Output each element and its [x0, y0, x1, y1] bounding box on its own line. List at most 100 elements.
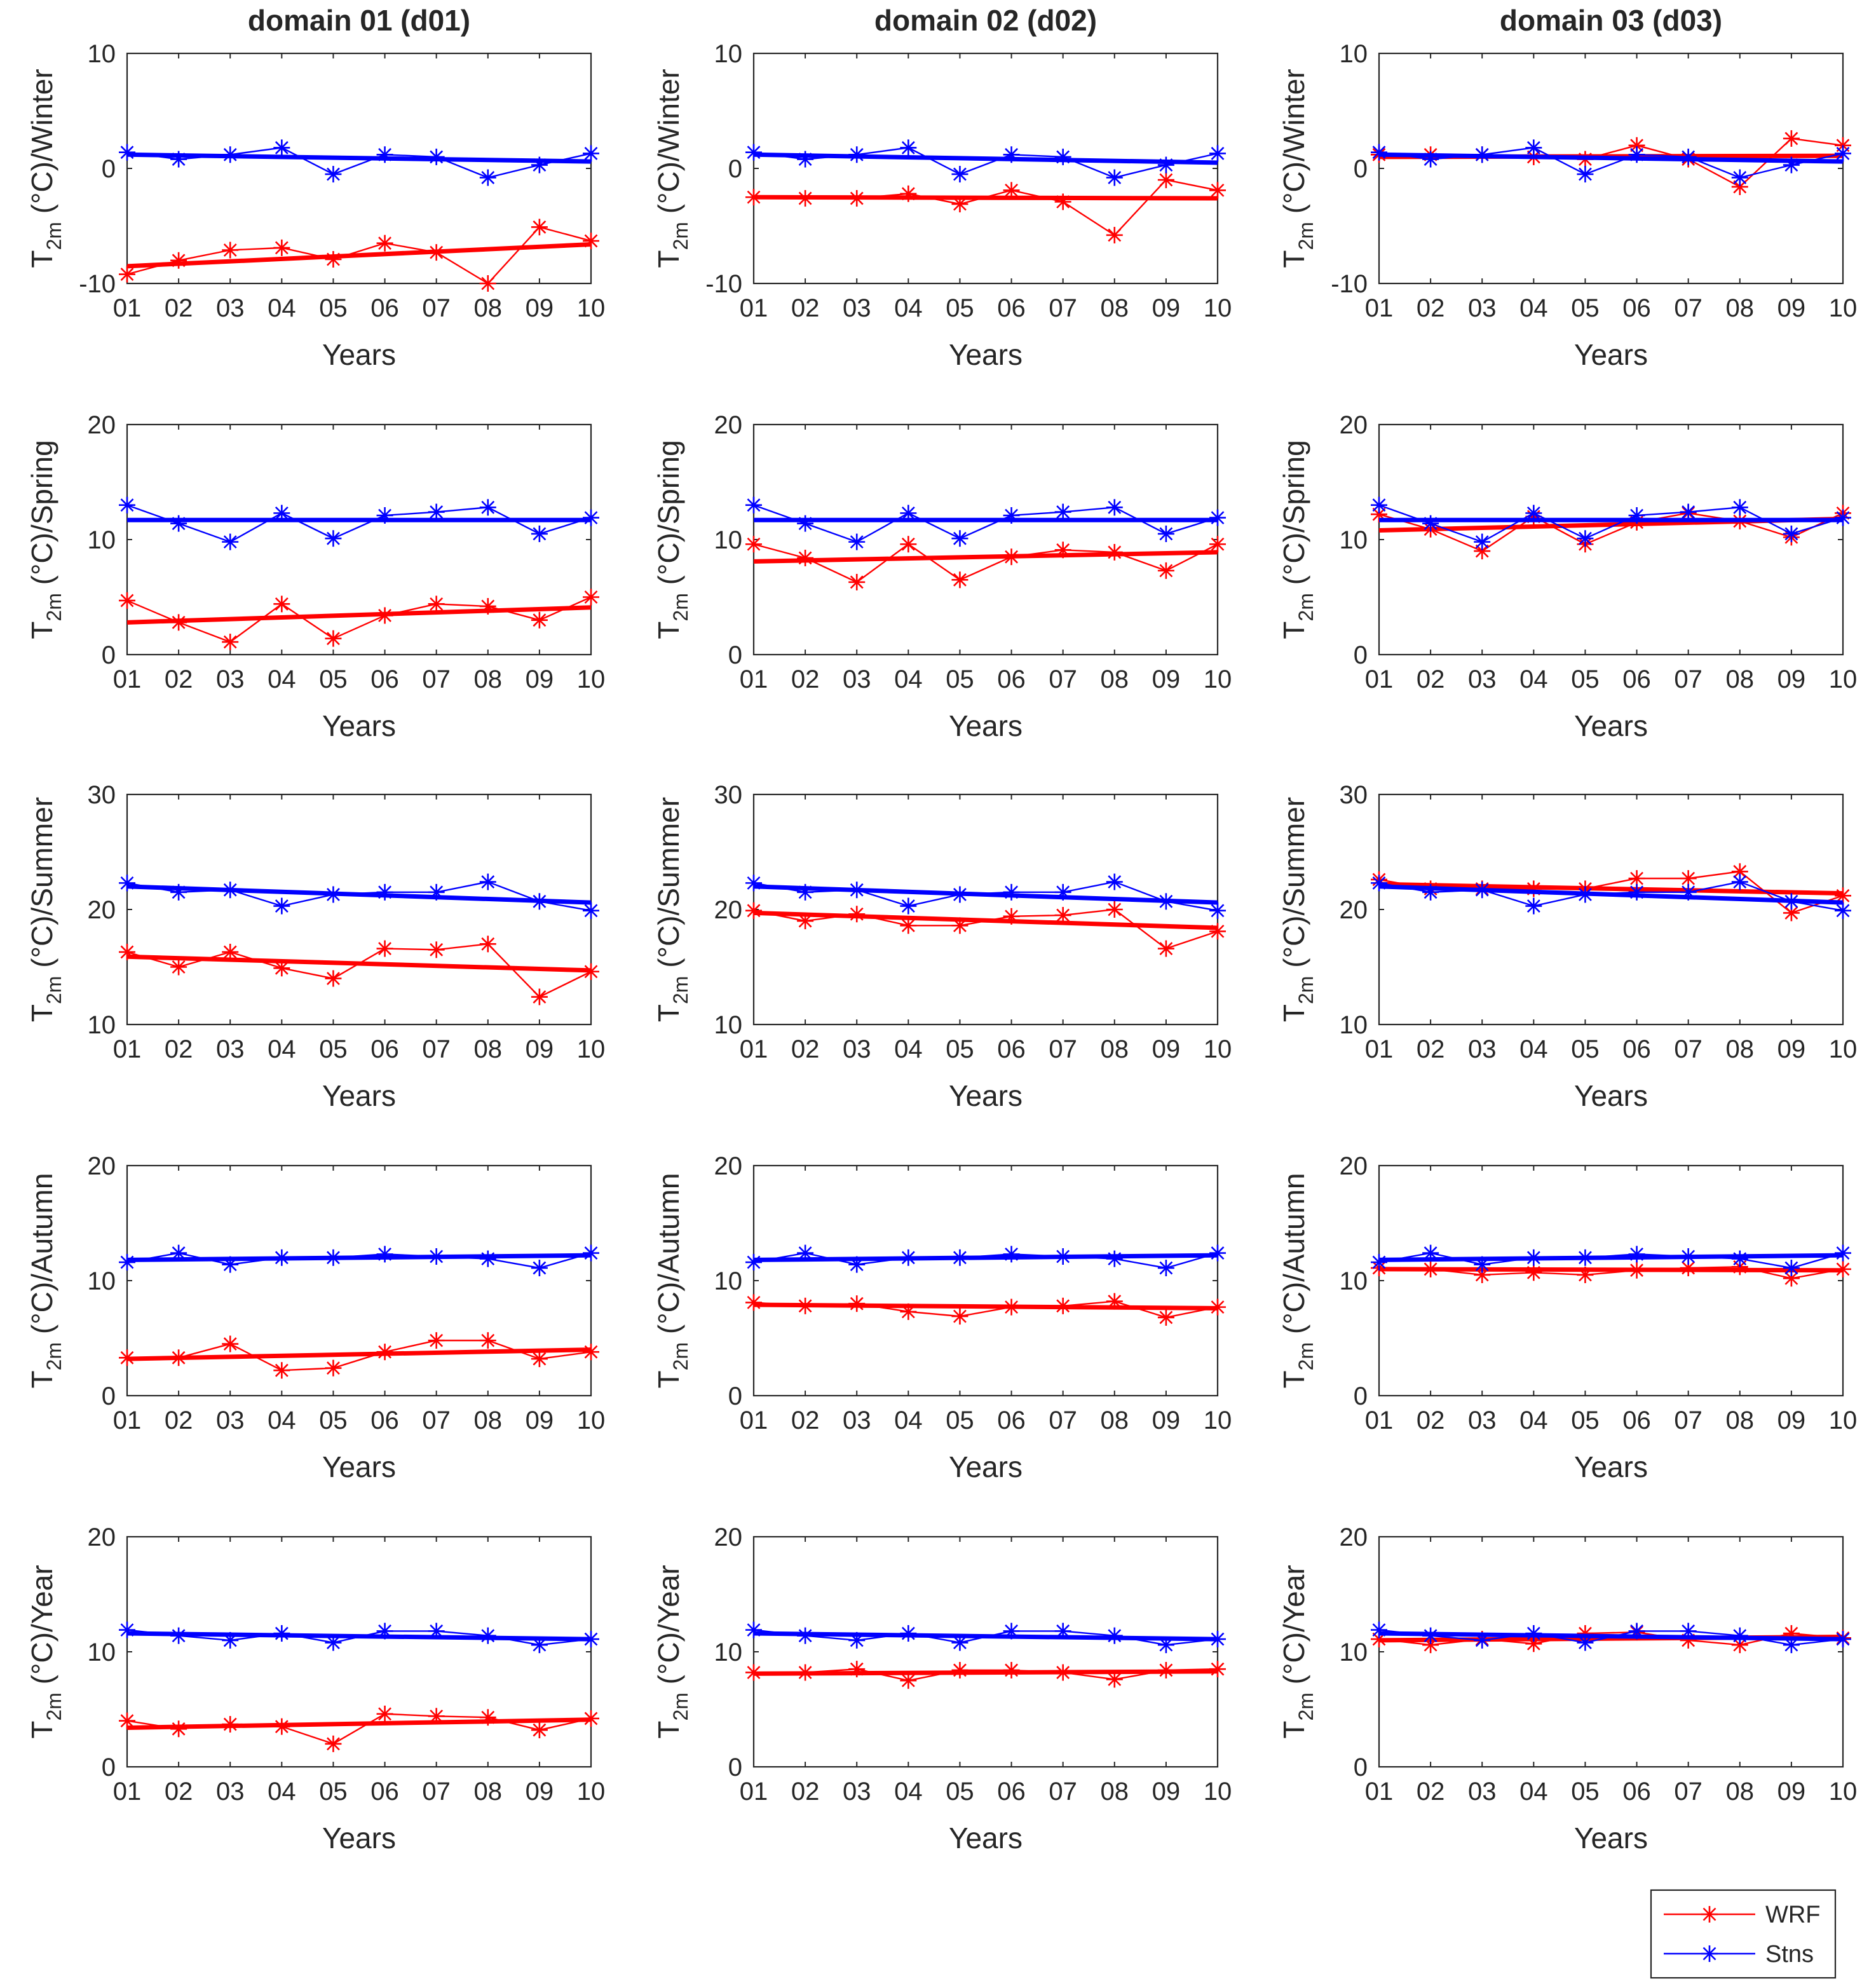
- x-axis-label: Years: [949, 1079, 1023, 1112]
- data-point-wrf: [1525, 880, 1542, 897]
- x-tick-label: 04: [268, 294, 296, 322]
- data-point-wrf: [119, 1349, 135, 1366]
- data-point-stns: [1371, 875, 1387, 892]
- data-point-stns: [222, 882, 239, 899]
- marker-stroke: [798, 914, 812, 928]
- marker-stroke: [901, 918, 915, 932]
- marker-stroke: [1005, 1663, 1018, 1677]
- marker-stroke: [901, 1251, 915, 1265]
- y-label-season: Spring: [1277, 440, 1310, 524]
- series-wrf: [119, 1705, 599, 1752]
- marker-stroke: [1579, 1251, 1592, 1265]
- marker-stroke: [953, 1309, 967, 1323]
- marker-stroke: [747, 1623, 761, 1637]
- y-label-season: Year: [25, 1565, 58, 1624]
- x-axis-label: Years: [1574, 709, 1648, 742]
- trend-line-stns: [126, 884, 592, 905]
- data-point-stns: [583, 145, 599, 162]
- y-axis-label: T2m (°C)/Autumn: [25, 1173, 65, 1389]
- x-tick-label: 01: [740, 1778, 768, 1806]
- data-point-stns: [1106, 499, 1123, 516]
- trend-line-wrf: [126, 1347, 592, 1361]
- data-point-wrf: [1209, 1661, 1226, 1678]
- y-label-main: T: [652, 1370, 685, 1388]
- x-tick-label: 08: [1101, 294, 1129, 322]
- data-point-stns: [170, 515, 187, 532]
- data-point-wrf: [848, 906, 866, 923]
- marker-stroke: [430, 597, 444, 611]
- data-point-wrf: [1157, 1661, 1174, 1678]
- y-label-unit: (°C)/: [652, 1624, 685, 1692]
- y-label-subscript: 2m: [669, 222, 692, 250]
- series-stns: [745, 496, 1226, 550]
- y-tick-label: 20: [714, 1152, 743, 1180]
- data-point-stns: [1157, 893, 1174, 910]
- x-tick-label: 06: [1622, 1035, 1651, 1063]
- data-point-stns: [1054, 503, 1071, 521]
- marker-stroke: [1108, 1295, 1122, 1308]
- data-point-stns: [1157, 1260, 1174, 1277]
- y-axis-label: T2m (°C)/Summer: [25, 797, 65, 1022]
- x-tick-label: 03: [843, 294, 871, 322]
- data-point-wrf: [479, 597, 496, 615]
- y-label-main: T: [1277, 1370, 1310, 1388]
- data-point-wrf: [848, 1661, 866, 1678]
- data-point-stns: [1577, 1249, 1594, 1266]
- y-axis-label: T2m (°C)/Year: [652, 1565, 692, 1738]
- data-line-stns: [1378, 1252, 1844, 1269]
- data-point-wrf: [1054, 907, 1071, 924]
- marker-stroke: [327, 252, 340, 266]
- marker-stroke: [1784, 1638, 1798, 1652]
- marker-stroke: [1005, 1247, 1018, 1261]
- y-label-season: Winter: [25, 69, 58, 153]
- x-axis-label: Years: [949, 709, 1023, 742]
- marker-stroke: [1372, 146, 1386, 160]
- x-tick-label: 10: [577, 1406, 606, 1434]
- y-tick-label: 10: [88, 1267, 116, 1295]
- marker-stroke: [533, 1352, 547, 1366]
- data-point-stns: [797, 515, 814, 532]
- x-tick-label: 10: [1204, 1406, 1232, 1434]
- y-tick-label: -10: [705, 270, 742, 298]
- data-point-wrf: [797, 549, 814, 566]
- marker-stroke: [120, 1351, 134, 1365]
- x-tick-label: 09: [1777, 1778, 1806, 1806]
- y-tick-label: 10: [714, 1638, 743, 1666]
- data-point-wrf: [1680, 1260, 1697, 1277]
- data-point-stns: [222, 146, 239, 163]
- data-point-stns: [1474, 146, 1491, 163]
- marker-stroke: [172, 1246, 186, 1260]
- data-point-stns: [479, 169, 496, 186]
- axes-box: [126, 1535, 592, 1768]
- y-label-season: Summer: [1277, 797, 1310, 908]
- marker-stroke: [378, 147, 391, 161]
- marker-stroke: [798, 1246, 812, 1260]
- x-tick-label: 03: [1468, 1035, 1497, 1063]
- y-label-season: Summer: [652, 797, 685, 908]
- y-tick-label: 0: [102, 1382, 116, 1410]
- marker-stroke: [953, 531, 967, 545]
- data-point-stns: [1474, 1256, 1491, 1273]
- marker-stroke: [327, 1251, 340, 1265]
- marker-stroke: [378, 1247, 391, 1261]
- data-line-stns: [753, 504, 1218, 543]
- marker-stroke: [327, 1737, 340, 1751]
- marker-stroke: [1211, 147, 1225, 160]
- marker-stroke: [1733, 500, 1747, 514]
- x-tick-label: 01: [740, 294, 768, 322]
- data-point-stns: [745, 144, 762, 161]
- marker-stroke: [1372, 498, 1386, 512]
- marker-stroke: [1475, 1268, 1489, 1282]
- marker-stroke: [120, 146, 134, 160]
- marker-stroke: [275, 1363, 289, 1377]
- data-point-stns: [531, 525, 548, 542]
- data-point-wrf: [745, 1664, 762, 1681]
- marker-stroke: [1056, 1249, 1070, 1263]
- x-tick-label: 05: [319, 665, 348, 693]
- x-tick-label: 05: [946, 1778, 974, 1806]
- marker-stroke: [172, 1722, 186, 1736]
- data-point-stns: [1003, 883, 1020, 901]
- x-tick-label: 01: [1365, 294, 1394, 322]
- marker-stroke: [850, 191, 864, 205]
- x-tick-label: 02: [165, 1778, 193, 1806]
